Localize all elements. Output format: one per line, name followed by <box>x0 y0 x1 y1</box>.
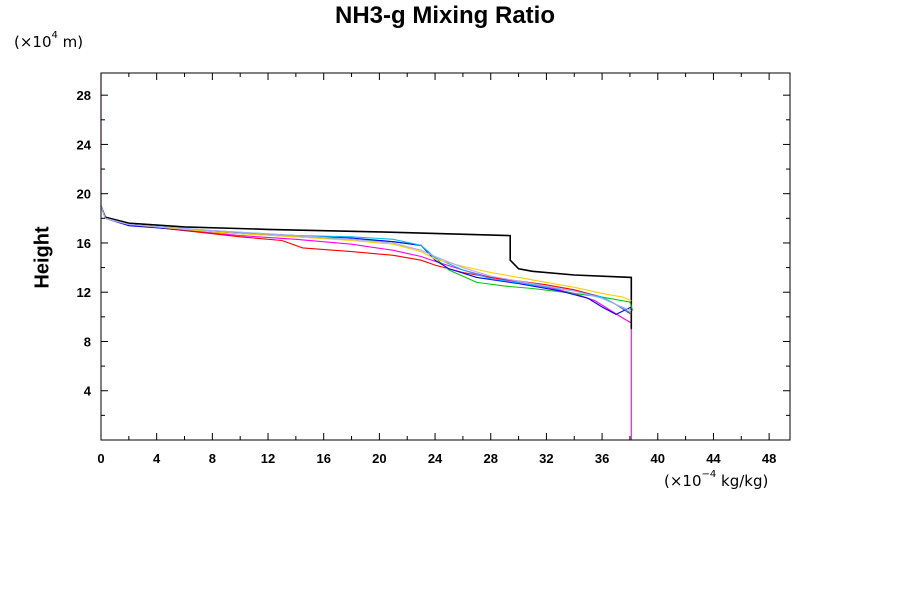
series-line-1 <box>100 73 632 440</box>
x-tick-label: 8 <box>209 451 216 466</box>
y-tick-label: 8 <box>84 334 91 349</box>
y-tick-label: 20 <box>77 187 91 202</box>
y-unit-prefix: (×10 <box>14 33 52 51</box>
y-tick-label: 28 <box>77 88 91 103</box>
y-axis-unit: (×104 m) <box>14 30 84 51</box>
series-line-7 <box>100 205 632 302</box>
series-line-6 <box>100 205 632 314</box>
series-line-5 <box>100 205 632 316</box>
y-tick-label: 16 <box>77 236 91 251</box>
x-tick-label: 20 <box>372 451 386 466</box>
x-tick-label: 4 <box>153 451 161 466</box>
x-tick-label: 12 <box>261 451 275 466</box>
chart-title: NH3-g Mixing Ratio <box>335 2 555 29</box>
x-tick-label: 36 <box>595 451 609 466</box>
y-tick-label: 24 <box>77 137 92 152</box>
x-tick-label: 16 <box>316 451 330 466</box>
x-tick-label: 28 <box>484 451 498 466</box>
x-axis-unit: (×10−4 kg/kg) <box>664 469 769 490</box>
y-unit-exponent: 4 <box>51 30 58 41</box>
series-line-3 <box>100 205 632 315</box>
x-unit-prefix: (×10 <box>664 472 702 490</box>
y-unit-suffix: m) <box>57 33 84 51</box>
y-tick-label: 4 <box>84 384 92 399</box>
x-tick-label: 40 <box>651 451 665 466</box>
x-unit-suffix: kg/kg) <box>716 472 769 490</box>
series-layer <box>100 73 634 440</box>
series-line-2 <box>100 205 633 330</box>
plot-frame <box>100 72 791 441</box>
x-tick-label: 32 <box>539 451 553 466</box>
x-unit-exponent: −4 <box>701 469 717 480</box>
x-tick-label: 48 <box>762 451 776 466</box>
y-tick-label: 12 <box>77 285 91 300</box>
x-tick-label: 44 <box>706 451 721 466</box>
series-line-8 <box>100 205 632 312</box>
x-tick-label: 0 <box>97 451 104 466</box>
x-tick-label: 24 <box>428 451 443 466</box>
series-line-4 <box>100 205 634 311</box>
